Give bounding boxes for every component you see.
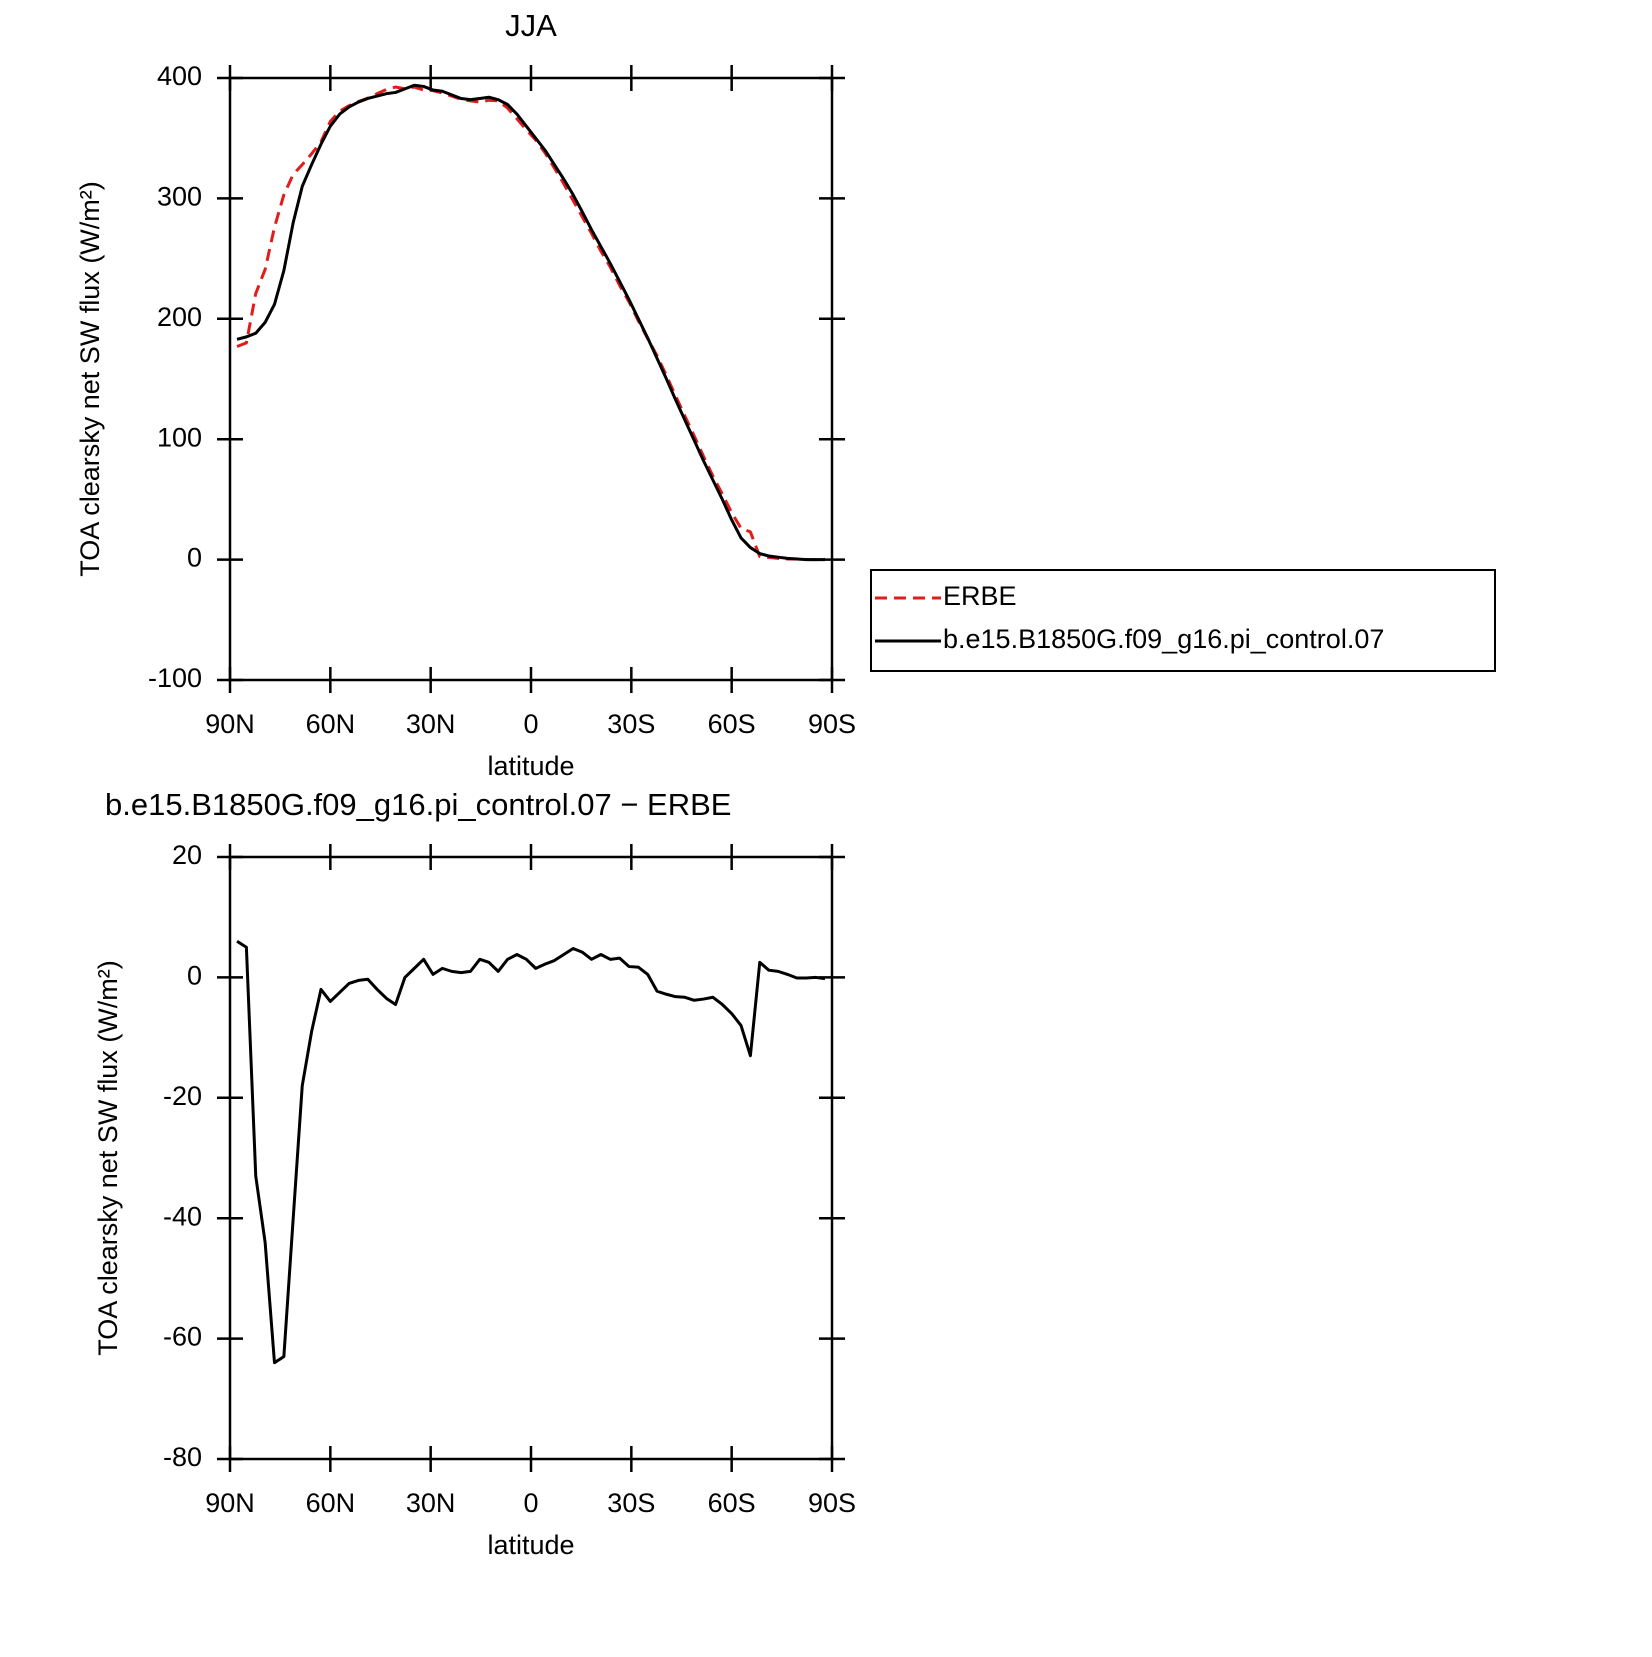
- x-tick-label: 60S: [708, 1488, 756, 1518]
- legend: ERBE b.e15.B1850G.f09_g16.pi_control.07: [870, 569, 1496, 672]
- x-tick-label: 0: [523, 1488, 538, 1518]
- legend-label: ERBE: [943, 581, 1017, 611]
- y-axis-label: TOA clearsky net SW flux (W/m²): [75, 181, 105, 577]
- y-tick-label: 0: [187, 961, 202, 991]
- x-tick-label: 90N: [205, 1488, 255, 1518]
- y-tick-label: -100: [148, 663, 202, 693]
- x-tick-label: 30N: [406, 709, 456, 739]
- x-axis-label: latitude: [487, 1530, 574, 1560]
- chart: JJA -100 0 100 200 300 400 90N 60N 30N 0 30S 60S 90S l…: [75, 8, 1496, 781]
- chart-title: JJA: [505, 8, 557, 43]
- y-tick-label: 20: [172, 840, 202, 870]
- y-tick-label: -40: [163, 1201, 202, 1231]
- y-axis-label: TOA clearsky net SW flux (W/m²): [93, 960, 123, 1356]
- y-tick-label: 0: [187, 543, 202, 573]
- legend-frame: [870, 569, 1496, 672]
- x-tick-label: 0: [523, 709, 538, 739]
- y-tick-label: 400: [157, 61, 202, 91]
- y-tick-label: 100: [157, 422, 202, 452]
- chart: b.e15.B1850G.f09_g16.pi_control.07 − ERB…: [93, 787, 856, 1560]
- y-tick-label: 200: [157, 302, 202, 332]
- y-tick-label: 300: [157, 182, 202, 212]
- x-tick-label: 30S: [607, 1488, 655, 1518]
- x-tick-label: 60S: [708, 709, 756, 739]
- y-tick-label: -60: [163, 1322, 202, 1352]
- y-tick-label: -20: [163, 1081, 202, 1111]
- legend-label: b.e15.B1850G.f09_g16.pi_control.07: [943, 624, 1384, 654]
- x-tick-label: 30N: [406, 1488, 456, 1518]
- plot-frame: [228, 855, 834, 1461]
- data-line: [236, 83, 825, 562]
- x-tick-label: 90S: [808, 1488, 856, 1518]
- x-tick-label: 30S: [607, 709, 655, 739]
- x-tick-label: 90N: [205, 709, 255, 739]
- data-line: [236, 940, 826, 1365]
- y-tick-label: -80: [163, 1442, 202, 1472]
- x-tick-label: 60N: [306, 709, 356, 739]
- chart-title: b.e15.B1850G.f09_g16.pi_control.07 − ERB…: [105, 787, 731, 822]
- x-tick-label: 90S: [808, 709, 856, 739]
- x-axis-label: latitude: [487, 751, 574, 781]
- plot-frame: [228, 76, 834, 682]
- data-line: [236, 85, 826, 562]
- x-tick-label: 60N: [306, 1488, 356, 1518]
